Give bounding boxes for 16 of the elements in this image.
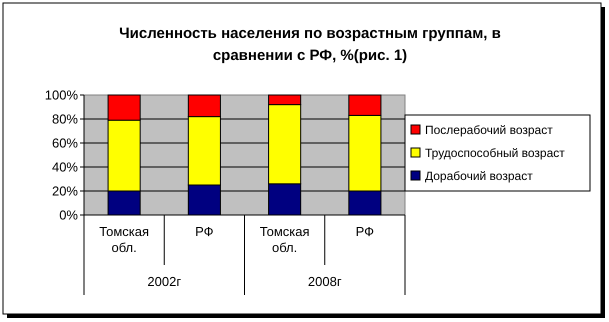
y-tick-label: 80% — [52, 112, 78, 127]
legend-label: Послерабочий возраст — [425, 123, 554, 138]
legend-label: Трудоспособный возраст — [425, 146, 566, 160]
x-tick-label: РФ — [195, 224, 214, 239]
legend-label: Дорабочий возраст — [425, 169, 534, 184]
y-tick-label: 60% — [52, 136, 78, 151]
chart-title: Численность населения по возрастным группам, в сравнении с РФ, %(рис. 1) — [119, 25, 501, 64]
x-tick-label: Томская обл. — [99, 224, 150, 255]
y-tick-label: 40% — [52, 160, 78, 175]
y-tick-label: 20% — [52, 184, 78, 199]
y-tick-label: 0% — [59, 208, 78, 223]
x-tick-label: Томская обл. — [260, 224, 310, 255]
text: 2002г — [147, 274, 182, 289]
x-tick-label: РФ — [356, 224, 374, 239]
y-tick-label: 100% — [44, 88, 78, 103]
text: 2008г — [308, 274, 342, 289]
